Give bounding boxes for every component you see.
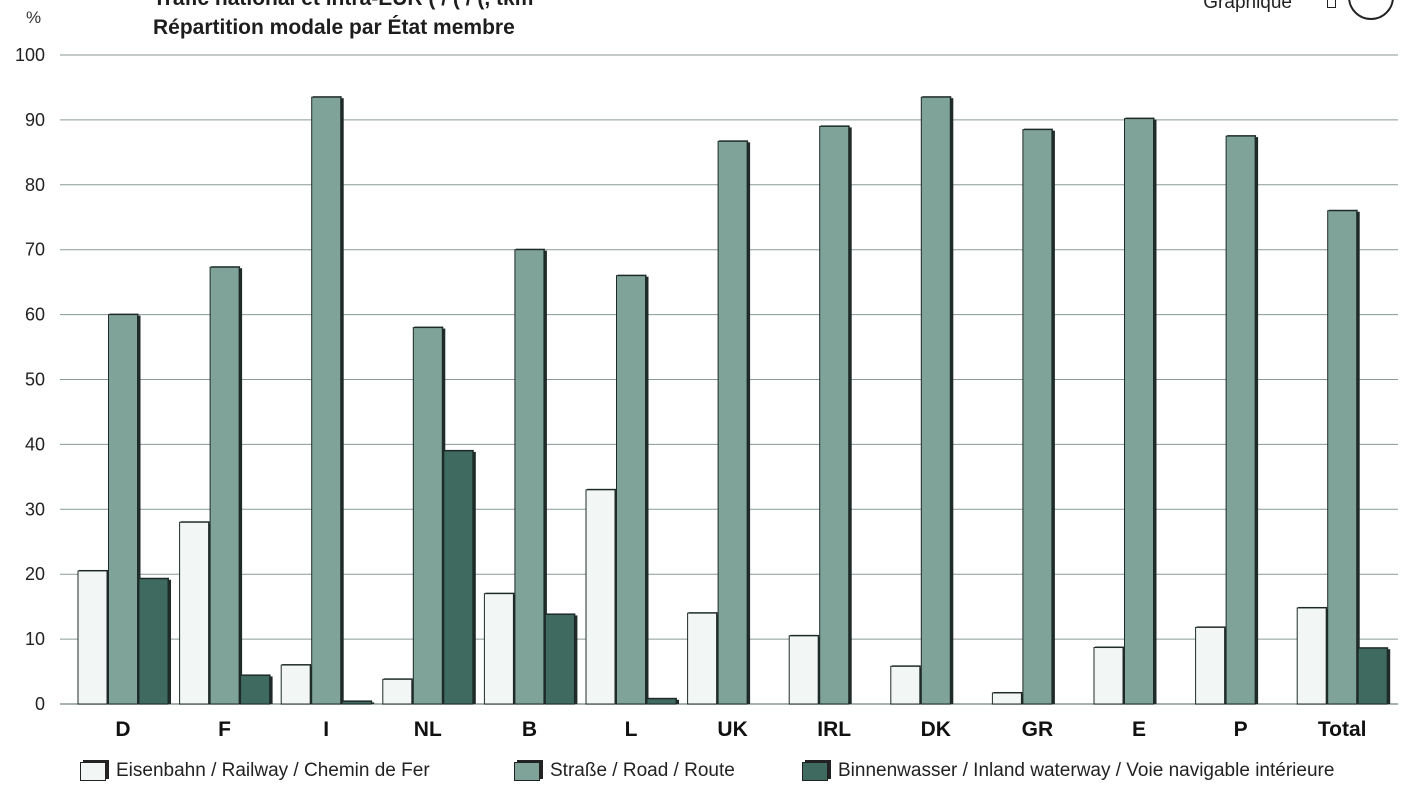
x-tick-label: UK [717, 718, 747, 741]
bar [209, 266, 240, 705]
bar-shadow [950, 98, 954, 704]
bar [991, 692, 1022, 705]
bar [240, 674, 271, 705]
x-tick-label: B [522, 718, 537, 741]
legend-label-waterway: Binnenwasser / Inland waterway / Voie na… [838, 760, 1335, 781]
legend-item-road: Straße / Road / Route [514, 758, 735, 784]
legend-label-railway: Eisenbahn / Railway / Chemin de Fer [116, 760, 430, 781]
y-tick-label: 20 [25, 564, 45, 584]
legend-swatch-railway [80, 761, 106, 781]
bar [108, 314, 138, 705]
bar [788, 635, 819, 705]
bar-shadow [472, 451, 476, 704]
bar [280, 664, 311, 705]
bar [1022, 129, 1053, 705]
y-tick-label: 0 [35, 694, 45, 714]
legend-swatch-road [514, 761, 540, 781]
bar [717, 140, 748, 705]
x-tick-label: E [1132, 718, 1146, 741]
y-tick-label: 40 [25, 434, 45, 454]
bar [1296, 607, 1327, 705]
bar [138, 578, 169, 705]
x-tick-label: DK [921, 718, 951, 741]
bar [341, 700, 372, 705]
bar [1195, 626, 1226, 705]
bar-shadow [848, 127, 852, 704]
y-tick-label: 70 [25, 240, 45, 260]
x-tick-label: IRL [817, 718, 851, 741]
bar [443, 450, 474, 705]
bar [1124, 118, 1154, 705]
bar [514, 249, 545, 705]
legend-item-railway: Eisenbahn / Railway / Chemin de Fer [80, 758, 430, 784]
bar-shadow [1153, 119, 1157, 705]
bar [1225, 135, 1256, 705]
bar [1357, 647, 1388, 705]
y-tick-label: 90 [25, 110, 45, 130]
bar-shadow [1387, 649, 1391, 704]
tag-box-icon [1327, 0, 1336, 8]
bar-shadow [371, 702, 375, 704]
bar [1093, 647, 1124, 705]
bar-shadow [1356, 211, 1360, 704]
bar [483, 593, 514, 705]
bar [412, 327, 443, 705]
bar [544, 613, 575, 705]
graphic-tag: Graphique [1203, 0, 1292, 13]
bar [616, 275, 646, 705]
bar-shadow [168, 579, 171, 704]
x-tick-label: GR [1022, 718, 1054, 741]
legend-swatch-waterway [802, 761, 828, 781]
bar [920, 96, 951, 705]
bar-shadow [747, 142, 751, 704]
x-tick-label: F [218, 718, 231, 741]
x-tick-label: Total [1318, 718, 1367, 741]
bar-shadow [239, 268, 243, 704]
x-tick-label: NL [414, 718, 442, 741]
bar [1327, 210, 1358, 705]
x-tick-label: L [625, 718, 638, 741]
y-tick-label: 30 [25, 499, 45, 519]
y-tick-label: 60 [25, 305, 45, 325]
x-tick-label: P [1234, 718, 1248, 741]
bar-shadow [1051, 130, 1055, 704]
y-tick-label: 80 [25, 175, 45, 195]
legend-item-waterway: Binnenwasser / Inland waterway / Voie na… [802, 758, 1334, 784]
bar [179, 521, 210, 705]
chart-title-line1: Trafic national et intra-EUR ( / ( / (, … [153, 0, 533, 11]
bar-shadow [543, 250, 547, 704]
bar [687, 612, 718, 705]
bar [819, 125, 850, 705]
chart-title-line2: Répartition modale par État membre [153, 16, 515, 39]
bar [646, 698, 677, 705]
bar [382, 678, 413, 705]
bar-shadow [137, 315, 141, 704]
bar [585, 489, 616, 705]
bar [77, 570, 108, 705]
bar [890, 665, 921, 705]
bar [311, 96, 342, 705]
x-tick-label: D [115, 718, 130, 741]
y-tick-label: 50 [25, 370, 45, 390]
bar-shadow [269, 676, 273, 704]
bar-shadow [574, 615, 578, 704]
bar-shadow [676, 699, 679, 704]
y-tick-label: 100 [15, 45, 45, 65]
x-tick-label: I [323, 718, 329, 741]
y-tick-label: 10 [25, 629, 45, 649]
y-unit-label: % [26, 8, 42, 27]
legend-label-road: Straße / Road / Route [550, 760, 735, 781]
bar-shadow [645, 276, 649, 704]
bar-shadow [1255, 137, 1259, 704]
bar-shadow [340, 98, 344, 704]
